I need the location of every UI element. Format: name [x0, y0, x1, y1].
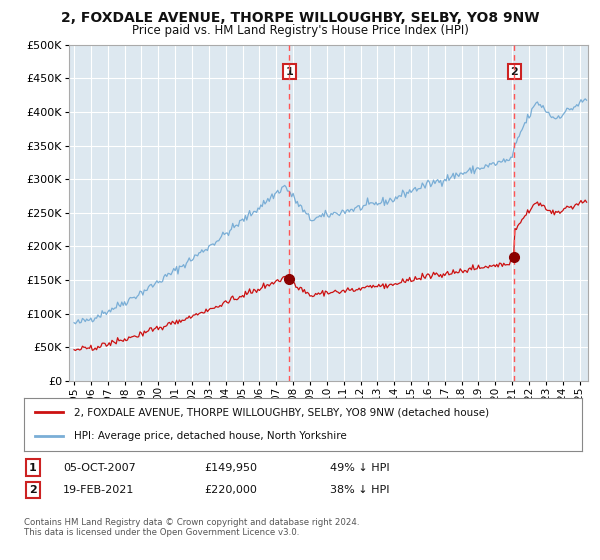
Text: Price paid vs. HM Land Registry's House Price Index (HPI): Price paid vs. HM Land Registry's House …	[131, 24, 469, 36]
Text: 49% ↓ HPI: 49% ↓ HPI	[330, 463, 389, 473]
Text: 1: 1	[29, 463, 37, 473]
Text: £149,950: £149,950	[204, 463, 257, 473]
Text: Contains HM Land Registry data © Crown copyright and database right 2024.
This d: Contains HM Land Registry data © Crown c…	[24, 518, 359, 538]
Text: 38% ↓ HPI: 38% ↓ HPI	[330, 485, 389, 495]
Text: 2, FOXDALE AVENUE, THORPE WILLOUGHBY, SELBY, YO8 9NW: 2, FOXDALE AVENUE, THORPE WILLOUGHBY, SE…	[61, 11, 539, 25]
Text: 05-OCT-2007: 05-OCT-2007	[63, 463, 136, 473]
Text: 2, FOXDALE AVENUE, THORPE WILLOUGHBY, SELBY, YO8 9NW (detached house): 2, FOXDALE AVENUE, THORPE WILLOUGHBY, SE…	[74, 408, 490, 418]
Text: 1: 1	[286, 67, 293, 77]
Text: HPI: Average price, detached house, North Yorkshire: HPI: Average price, detached house, Nort…	[74, 431, 347, 441]
Text: 19-FEB-2021: 19-FEB-2021	[63, 485, 134, 495]
Text: 2: 2	[29, 485, 37, 495]
Text: 2: 2	[511, 67, 518, 77]
Text: £220,000: £220,000	[204, 485, 257, 495]
